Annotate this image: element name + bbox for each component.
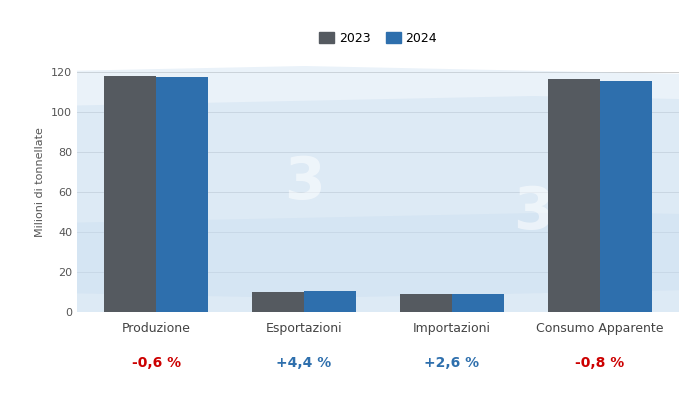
- Legend: 2023, 2024: 2023, 2024: [314, 27, 442, 50]
- Bar: [400, 294, 452, 312]
- Text: -0,6 %: -0,6 %: [132, 356, 181, 370]
- Text: -0,8 %: -0,8 %: [575, 356, 624, 370]
- Bar: [252, 292, 304, 312]
- Text: 3: 3: [513, 184, 554, 240]
- Text: 3: 3: [284, 154, 324, 210]
- Bar: [304, 291, 356, 312]
- Text: +2,6 %: +2,6 %: [424, 356, 480, 370]
- Text: 3: 3: [575, 258, 596, 286]
- Text: +4,4 %: +4,4 %: [276, 356, 332, 370]
- Polygon shape: [0, 96, 700, 328]
- Y-axis label: Milioni di tonnellate: Milioni di tonnellate: [36, 127, 46, 237]
- Bar: [600, 81, 652, 312]
- Bar: [548, 79, 600, 312]
- Polygon shape: [0, 66, 700, 298]
- Bar: [452, 294, 504, 312]
- Bar: [104, 76, 156, 312]
- Bar: [156, 78, 208, 312]
- Polygon shape: [0, 212, 700, 332]
